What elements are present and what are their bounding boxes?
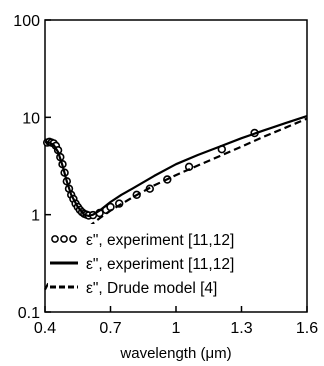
legend-marker-circle [60,235,68,243]
legend-label: ε", experiment [11,12] [86,256,234,273]
x-axis-label: wavelength (μm) [119,345,231,362]
y-tick-label: 0.1 [18,305,40,322]
legend-marker-circle [69,235,77,243]
series-line-experiment [44,115,308,218]
legend-label: ε", Drude model [4] [86,280,217,297]
x-tick-label: 0.7 [99,320,121,337]
legend-marker-circle [51,235,59,243]
legend-background [48,224,304,302]
x-tick-label: 1.3 [230,320,252,337]
ticks-layer: 0.4 0.7 1 1.3 1.6 0.1 1 10 100 [13,13,318,337]
y-tick-label: 10 [22,110,40,127]
y-tick-label: 1 [31,208,40,225]
series-layer [42,115,308,291]
x-tick-label: 0.4 [34,320,56,337]
x-tick-label: 1.6 [296,320,318,337]
legend: ε", experiment [11,12] ε", experiment [11… [48,224,304,302]
legend-label: ε", experiment [11,12] [86,232,234,249]
y-tick-label: 100 [13,13,40,30]
x-tick-label: 1 [172,320,181,337]
